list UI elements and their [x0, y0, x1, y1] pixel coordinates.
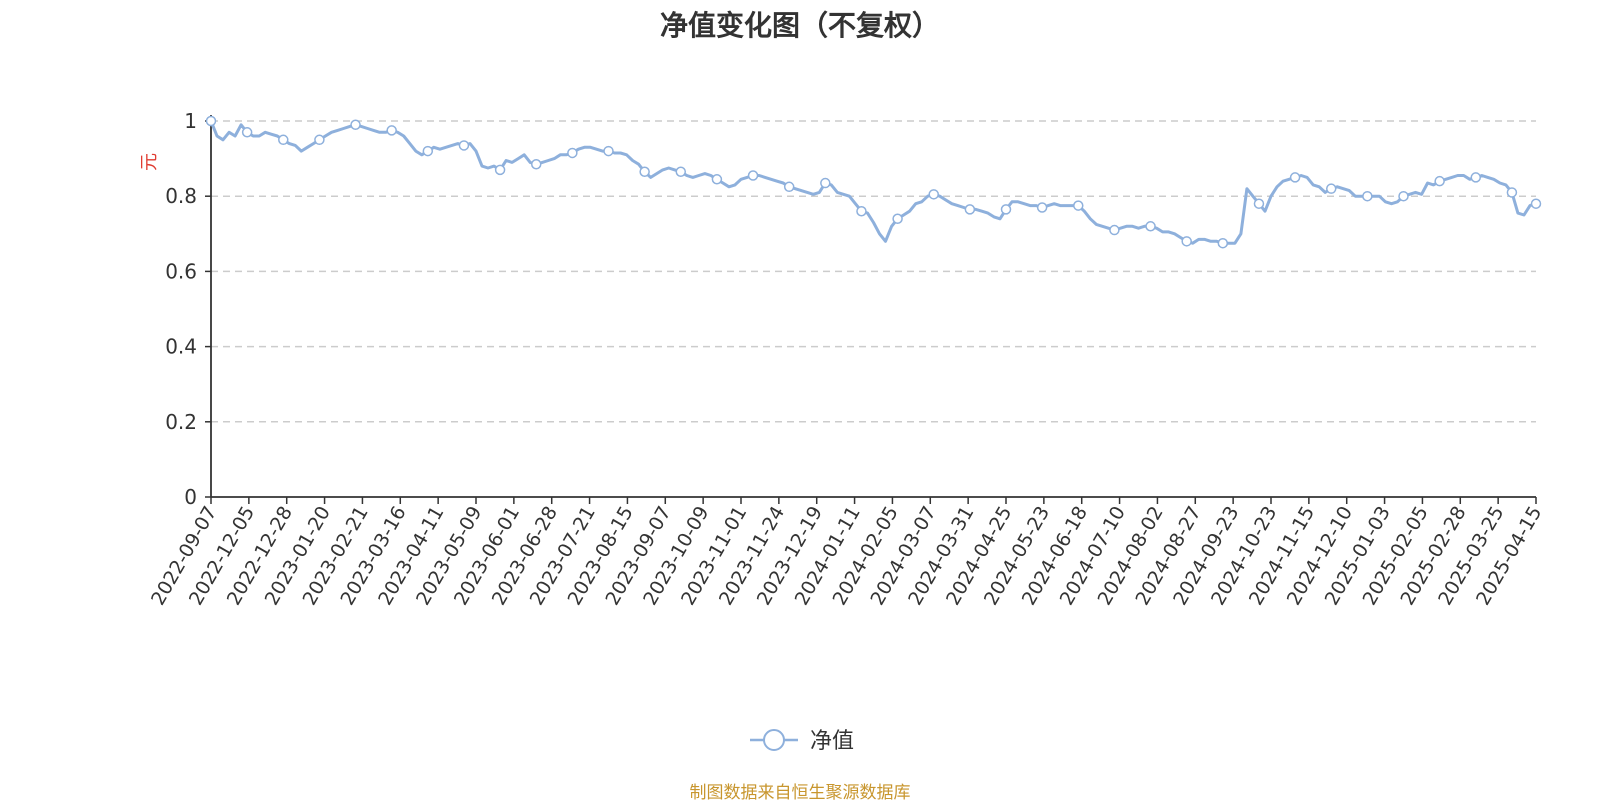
data-point[interactable]: [314, 134, 325, 146]
data-point[interactable]: [567, 147, 578, 159]
x-axis: 2022-09-072022-12-052022-12-282023-01-20…: [147, 496, 1546, 609]
y-tick-label: 0.4: [165, 335, 197, 359]
data-point[interactable]: [783, 181, 795, 193]
grid-layer: [211, 120, 1536, 423]
data-point[interactable]: [386, 125, 397, 136]
data-point[interactable]: [964, 204, 976, 215]
data-point[interactable]: [494, 164, 506, 176]
data-point[interactable]: [1073, 200, 1084, 211]
data-point[interactable]: [928, 189, 939, 200]
legend[interactable]: 净值: [750, 729, 854, 754]
data-point[interactable]: [1000, 204, 1012, 215]
y-tick-label: 1: [184, 109, 197, 133]
series-layer: [205, 115, 1542, 249]
data-point[interactable]: [1362, 190, 1373, 202]
data-point[interactable]: [350, 119, 361, 131]
data-point[interactable]: [892, 213, 903, 225]
data-point[interactable]: [639, 166, 650, 178]
data-point[interactable]: [1253, 198, 1265, 209]
data-point[interactable]: [1434, 175, 1445, 187]
y-axis: 0 0.2 0.4 0.6 0.8 1: [165, 109, 212, 509]
y-tick-label: 0.6: [165, 259, 197, 283]
data-point[interactable]: [1398, 190, 1409, 202]
data-point[interactable]: [241, 127, 253, 138]
series-line-net-value: [209, 119, 1538, 245]
data-point[interactable]: [1470, 172, 1482, 183]
y-tick-label: 0.2: [165, 410, 197, 434]
data-point[interactable]: [1181, 236, 1192, 247]
data-point[interactable]: [1217, 237, 1229, 249]
legend-label: 净值: [810, 729, 854, 754]
data-point[interactable]: [1506, 187, 1518, 198]
y-axis-unit-label: 元: [139, 153, 160, 171]
source-note: 制图数据来自恒生聚源数据库: [689, 783, 911, 803]
data-point[interactable]: [856, 205, 867, 217]
data-point[interactable]: [205, 115, 217, 127]
data-point[interactable]: [1145, 221, 1156, 232]
legend-marker-swatch: [763, 729, 785, 751]
data-point[interactable]: [422, 145, 434, 157]
data-point[interactable]: [603, 145, 614, 157]
y-tick-label: 0.8: [165, 184, 197, 208]
data-point[interactable]: [530, 158, 542, 170]
data-point[interactable]: [711, 174, 723, 185]
data-point[interactable]: [278, 134, 289, 146]
y-tick-label: 0: [184, 485, 197, 509]
data-point[interactable]: [458, 140, 470, 151]
data-point[interactable]: [1530, 198, 1542, 209]
data-point[interactable]: [747, 170, 759, 181]
data-point[interactable]: [1325, 183, 1337, 194]
chart-title: 净值变化图（不复权）: [659, 9, 940, 42]
data-point[interactable]: [1289, 172, 1301, 183]
data-point[interactable]: [1036, 202, 1048, 213]
data-point[interactable]: [1109, 224, 1120, 236]
data-point[interactable]: [675, 166, 687, 178]
data-point[interactable]: [820, 177, 831, 189]
